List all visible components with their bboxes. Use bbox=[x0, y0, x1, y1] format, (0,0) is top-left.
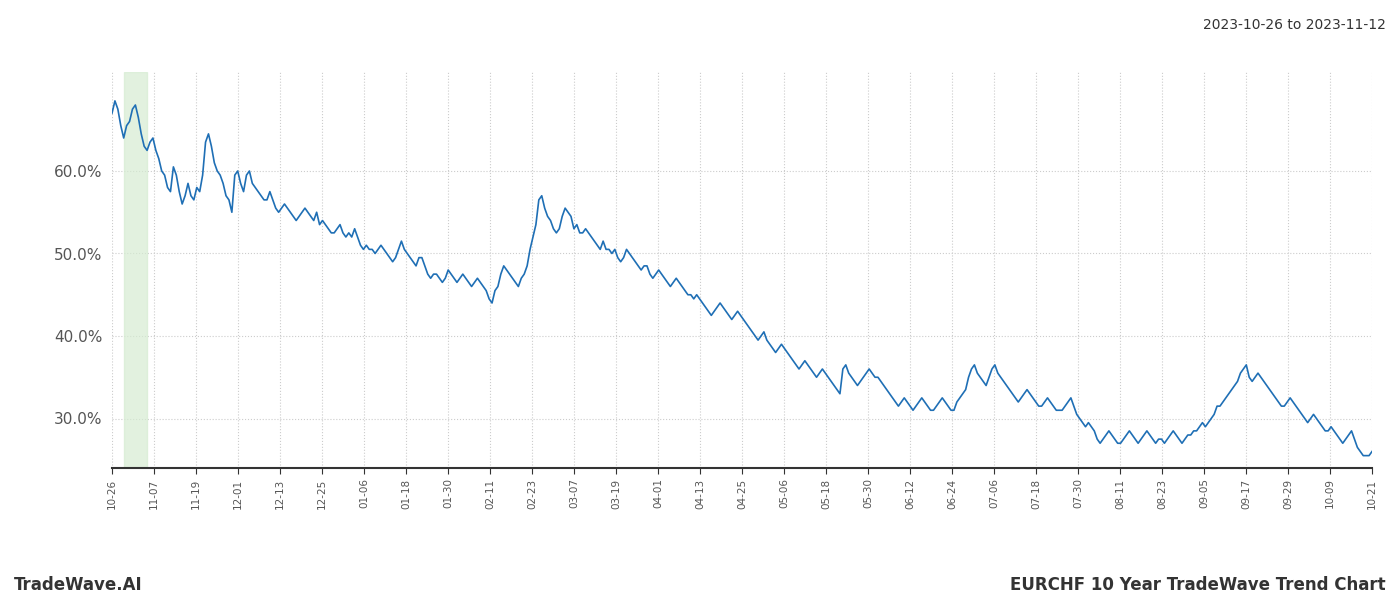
Text: 2023-10-26 to 2023-11-12: 2023-10-26 to 2023-11-12 bbox=[1203, 18, 1386, 32]
Text: EURCHF 10 Year TradeWave Trend Chart: EURCHF 10 Year TradeWave Trend Chart bbox=[1011, 576, 1386, 594]
Text: TradeWave.AI: TradeWave.AI bbox=[14, 576, 143, 594]
Bar bbox=[123, 72, 147, 468]
